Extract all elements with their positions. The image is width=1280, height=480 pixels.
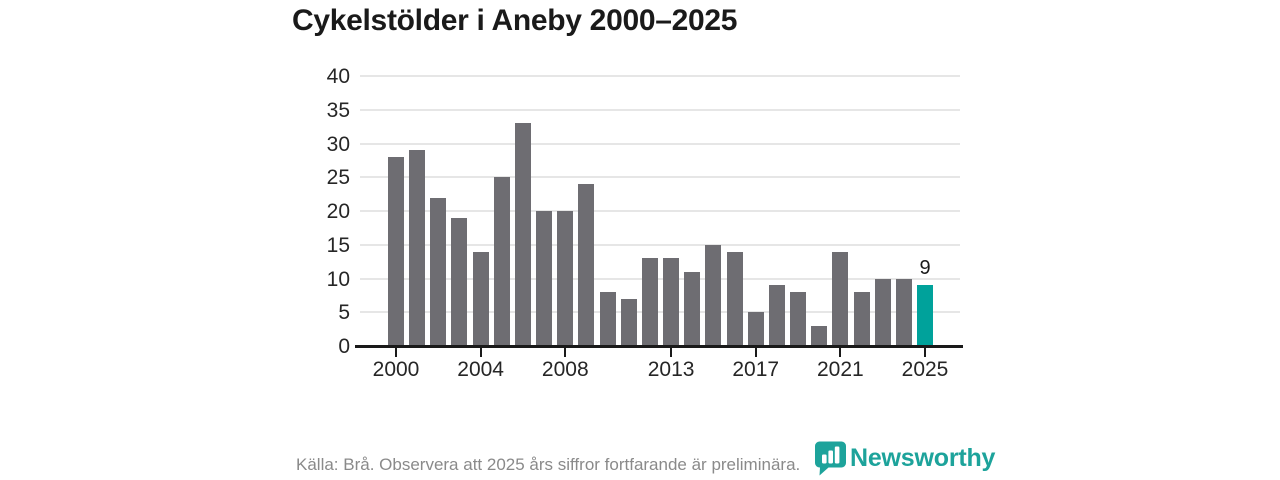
bar-2001 <box>409 150 426 346</box>
bar-2019 <box>790 292 807 346</box>
y-axis-label-15: 15 <box>326 233 350 257</box>
x-tick-2000 <box>395 347 397 357</box>
bar-2025 <box>917 285 933 346</box>
bar-2016 <box>726 251 743 346</box>
bar-2006 <box>514 123 531 346</box>
newsworthy-logo-text: Newsworthy <box>850 444 996 472</box>
bar-2024 <box>895 278 912 346</box>
x-tick-2013 <box>670 347 673 357</box>
x-tick-2017 <box>754 347 757 357</box>
bar-2003 <box>451 217 468 346</box>
bar-2004 <box>472 251 489 346</box>
x-tick-2008 <box>564 347 567 357</box>
bar-2023 <box>874 278 891 346</box>
bar-2021 <box>832 251 849 346</box>
gridline-y-40 <box>360 75 960 77</box>
bar-2010 <box>599 292 616 346</box>
chart-title: Cykelstölder i Aneby 2000–2025 <box>292 4 738 37</box>
gridline-y-35 <box>360 108 960 111</box>
bar-2022 <box>853 292 870 346</box>
x-axis-label-2017: 2017 <box>732 358 780 381</box>
bar-2015 <box>705 244 722 346</box>
bar-2014 <box>684 271 701 346</box>
x-axis-label-2021: 2021 <box>817 358 864 381</box>
x-tick-2004 <box>479 347 482 357</box>
gridline-y-5 <box>360 311 960 314</box>
y-axis-label-20: 20 <box>326 200 350 223</box>
bar-2011 <box>620 298 637 346</box>
y-axis-label-40: 40 <box>326 65 350 88</box>
y-axis-label-30: 30 <box>326 132 350 156</box>
newsworthy-logo: Newsworthy <box>814 441 995 476</box>
y-axis-label-5: 5 <box>338 301 350 325</box>
x-tick-2025 <box>924 347 926 357</box>
bar-value-label-2025: 9 <box>919 257 931 280</box>
bar-2009 <box>578 184 595 346</box>
bar-2020 <box>811 325 828 346</box>
bar-2013 <box>663 258 680 346</box>
gridline-y-25 <box>360 176 960 179</box>
bar-2007 <box>536 211 553 346</box>
bar-2000 <box>388 157 404 346</box>
gridline-y-10 <box>360 277 960 280</box>
x-tick-2021 <box>839 347 842 357</box>
x-axis-label-2025: 2025 <box>901 358 949 381</box>
x-axis-label-2008: 2008 <box>541 358 589 381</box>
bar-2018 <box>768 285 785 346</box>
gridline-y-20 <box>360 210 960 212</box>
newsworthy-speech-bubble-chart-icon <box>814 441 847 476</box>
y-axis-label-0: 0 <box>338 335 350 358</box>
bar-2002 <box>430 197 447 346</box>
bar-2008 <box>557 211 574 346</box>
x-axis-label-2013: 2013 <box>647 358 695 381</box>
bar-2005 <box>493 177 510 346</box>
y-axis-label-10: 10 <box>326 267 350 291</box>
bar-2012 <box>641 258 658 346</box>
x-axis-label-2000: 2000 <box>372 358 420 381</box>
source-note: Källa: Brå. Observera att 2025 års siffr… <box>296 455 801 474</box>
bar-2017 <box>747 312 764 346</box>
x-axis-label-2004: 2004 <box>457 358 504 381</box>
y-axis-label-25: 25 <box>326 166 350 190</box>
x-axis-line <box>355 344 963 348</box>
y-axis-label-35: 35 <box>326 98 350 122</box>
gridline-y-15 <box>360 243 960 246</box>
gridline-y-30 <box>360 142 960 145</box>
